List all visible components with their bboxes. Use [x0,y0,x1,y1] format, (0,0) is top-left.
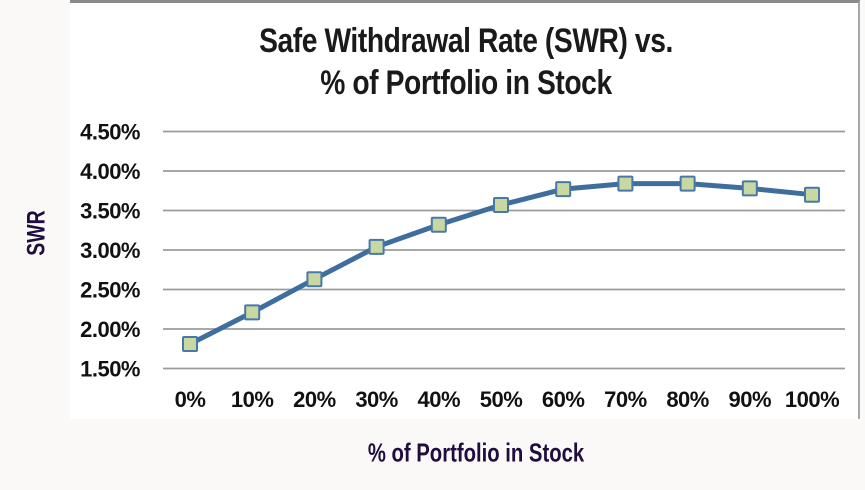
chart-panel [70,0,860,419]
y-tick-label: 2.50% [80,278,140,303]
x-tick-label: 100% [785,387,839,412]
y-tick-label: 2.00% [80,317,140,342]
data-point-marker [804,186,820,203]
x-tick-label: 70% [604,387,647,412]
y-tick-label: 3.00% [80,238,140,263]
x-tick-label: 10% [231,387,274,412]
x-tick-label: 90% [729,387,772,412]
data-point-marker [555,181,572,198]
x-tick-label: 60% [542,387,585,412]
data-point-marker [306,271,323,288]
x-tick-label: 40% [418,387,461,412]
x-axis-title: % of Portfolio in Stock [367,437,585,468]
y-tick-label: 3.50% [80,199,140,224]
data-point-marker [741,180,758,197]
x-tick-label: 80% [666,387,709,412]
y-tick-label: 4.00% [80,159,140,184]
chart-title-line2: % of Portfolio in Stock [320,64,612,102]
x-tick-label: 30% [355,387,398,412]
x-tick-label: 20% [293,387,336,412]
x-tick-label: 50% [480,387,523,412]
chart-title: Safe Withdrawal Rate (SWR) vs. % of Port… [137,20,794,104]
data-point-marker [368,238,385,255]
data-point-marker [617,175,634,192]
data-point-marker [244,304,261,321]
data-point-marker [430,216,447,233]
data-point-marker [493,196,509,213]
y-tick-label: 4.50% [80,120,140,145]
y-tick-label: 1.50% [80,357,140,382]
data-point-marker [182,336,198,353]
x-tick-label: 0% [175,387,206,412]
data-point-marker [679,175,696,192]
chart-title-line1: Safe Withdrawal Rate (SWR) vs. [259,22,673,60]
